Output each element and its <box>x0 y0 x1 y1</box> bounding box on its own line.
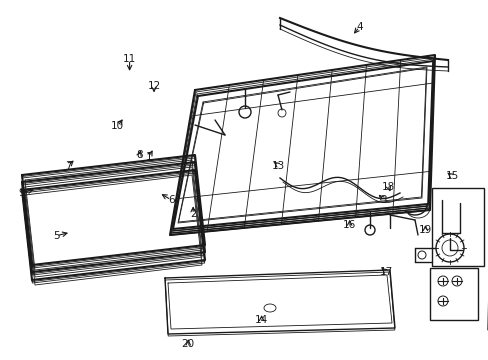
Text: 18: 18 <box>381 182 395 192</box>
Text: 6: 6 <box>167 195 174 205</box>
Text: 3: 3 <box>380 195 386 205</box>
Text: 20: 20 <box>182 339 194 349</box>
Text: 5: 5 <box>53 231 60 241</box>
Text: 17: 17 <box>379 267 392 277</box>
Text: 11: 11 <box>122 54 136 64</box>
Text: 15: 15 <box>445 171 458 181</box>
Text: 9: 9 <box>19 188 25 198</box>
Text: 4: 4 <box>355 22 362 32</box>
Text: 8: 8 <box>136 150 142 160</box>
Text: 2: 2 <box>189 209 196 219</box>
Bar <box>429 268 477 320</box>
Text: 13: 13 <box>271 161 285 171</box>
Text: 1: 1 <box>145 152 152 162</box>
Polygon shape <box>487 245 488 330</box>
Circle shape <box>239 106 250 118</box>
Text: 7: 7 <box>65 161 72 171</box>
Text: 16: 16 <box>342 220 356 230</box>
Text: 12: 12 <box>147 81 161 91</box>
Text: 14: 14 <box>254 315 268 325</box>
Text: 19: 19 <box>418 225 431 235</box>
Text: 10: 10 <box>111 121 123 131</box>
Bar <box>431 188 483 266</box>
Circle shape <box>364 225 374 235</box>
